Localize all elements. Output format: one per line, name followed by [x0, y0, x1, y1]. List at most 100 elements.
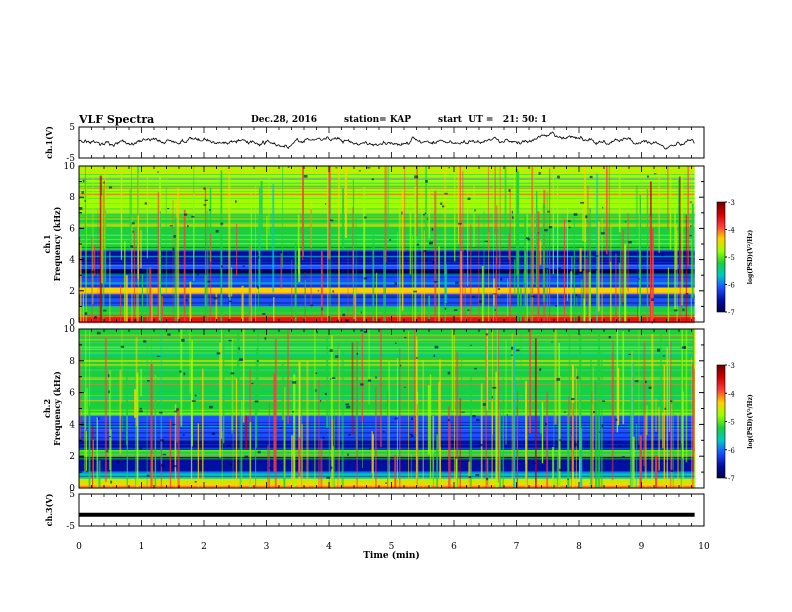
ch2-impulse	[399, 348, 401, 488]
ch2-speckle	[608, 336, 611, 339]
ch1-impulse	[646, 189, 649, 322]
ch2-speckle	[400, 364, 402, 367]
ch1-impulse	[91, 236, 93, 322]
ch2-impulse	[134, 376, 137, 488]
ch1-hline	[79, 242, 695, 244]
ch1-impulse	[627, 213, 629, 292]
ch2-speckle	[532, 462, 536, 464]
ch1-impulse	[416, 166, 419, 237]
ch2-hline	[79, 342, 695, 344]
ch1-impulse	[409, 212, 412, 275]
ch1-speckle	[257, 253, 259, 256]
ch1-colorbar-tick-label: -6	[728, 282, 735, 290]
ch1-speckle	[422, 214, 425, 216]
ch2-hline	[79, 432, 695, 434]
ch1-band-4	[79, 275, 695, 288]
ch2-impulse	[89, 329, 91, 453]
ch1-hline	[79, 244, 695, 246]
ch1-speckle	[457, 222, 462, 225]
ch1-impulse	[678, 176, 681, 282]
ch2-impulse	[232, 381, 234, 488]
ch1-impulse	[601, 218, 603, 322]
ch2-speckle	[559, 439, 561, 442]
ch2-speckle	[156, 355, 161, 357]
ch1-impulse	[310, 209, 312, 309]
ch2-impulse	[82, 329, 84, 422]
ch1-speckle	[441, 205, 445, 208]
ch1-impulse	[161, 296, 164, 322]
ch1-impulse	[584, 166, 586, 243]
ch2-speckle	[116, 460, 120, 464]
ch2-speckle	[433, 354, 436, 357]
ch1-impulse	[258, 187, 261, 288]
ch2-hline	[79, 476, 695, 478]
ch2-speckle	[110, 480, 113, 484]
ch2-speckle	[326, 476, 330, 479]
ch1-impulse	[146, 267, 149, 322]
ch2-impulse	[291, 435, 293, 488]
xtick-label: 1	[139, 542, 145, 552]
ch2-impulse	[176, 412, 178, 443]
ch2-hline	[79, 377, 695, 379]
ch1-speckle	[556, 175, 560, 179]
ch2-impulse	[174, 404, 177, 488]
ch2-impulse	[416, 403, 418, 488]
ch2-speckle	[617, 445, 622, 447]
ch1-hline	[79, 190, 695, 192]
ch1-speckle	[103, 181, 105, 184]
ch1-impulse	[120, 166, 123, 260]
ch2-impulse	[273, 373, 276, 472]
ch1-impulse	[508, 233, 510, 260]
ch1-impulse	[498, 183, 500, 297]
ch2-impulse	[480, 383, 483, 488]
ch2-speckle	[576, 376, 579, 380]
ch1-impulse	[102, 188, 105, 322]
ch1-speckle	[213, 297, 218, 300]
ch1-hline	[79, 186, 695, 189]
ch1-impulse	[667, 166, 669, 231]
ch2-speckle	[194, 481, 197, 483]
ch2-impulse	[558, 342, 560, 488]
ch2-speckle	[567, 478, 569, 481]
ch2-impulse	[662, 412, 664, 449]
ch1-hline	[79, 238, 695, 241]
ch2-impulse	[427, 385, 430, 455]
ch1-speckle	[363, 277, 368, 280]
ch2-speckle	[468, 476, 472, 479]
ch1-speckle	[425, 180, 428, 183]
ch2-impulse	[221, 431, 223, 488]
ch1-impulse	[462, 170, 464, 320]
ch2-speckle	[228, 339, 232, 342]
ch2-impulse	[235, 378, 238, 488]
ch1-colorbar-tick-label: -5	[728, 254, 735, 262]
ch1-speckle	[426, 259, 428, 262]
ch2-impulse	[284, 387, 286, 478]
ch1-speckle	[431, 227, 434, 231]
ch2-impulse	[274, 338, 277, 488]
ch1-speckle	[394, 282, 397, 286]
ch1-impulse	[638, 202, 640, 322]
ch1-hline	[79, 197, 695, 199]
ch1-speckle	[81, 191, 84, 194]
ch2-impulse	[136, 372, 139, 488]
ch1-speckle	[689, 201, 693, 203]
ch1-speckle	[367, 167, 371, 169]
ch1-impulse	[363, 187, 366, 322]
ch1-impulse	[401, 190, 404, 311]
ch1-impulse	[566, 204, 568, 302]
ch2-speckle	[634, 380, 639, 383]
ch2-impulse	[326, 335, 329, 428]
ch2-impulse	[693, 451, 696, 488]
ch2-colorbar-label: log(PSD)(V²/Hz)	[747, 394, 754, 449]
ch1-impulse	[297, 214, 300, 274]
ch2-speckle	[545, 422, 547, 426]
ch1-impulse	[606, 166, 608, 255]
ch1-impulse	[302, 166, 304, 257]
ch2-impulse	[180, 329, 183, 427]
ch1-speckle	[336, 319, 339, 322]
ch2-speckle	[316, 331, 318, 334]
ch2-impulse	[671, 403, 673, 488]
ch2-hline	[79, 439, 695, 440]
ch2-speckle	[656, 348, 661, 352]
ch1-impulse	[189, 281, 192, 322]
